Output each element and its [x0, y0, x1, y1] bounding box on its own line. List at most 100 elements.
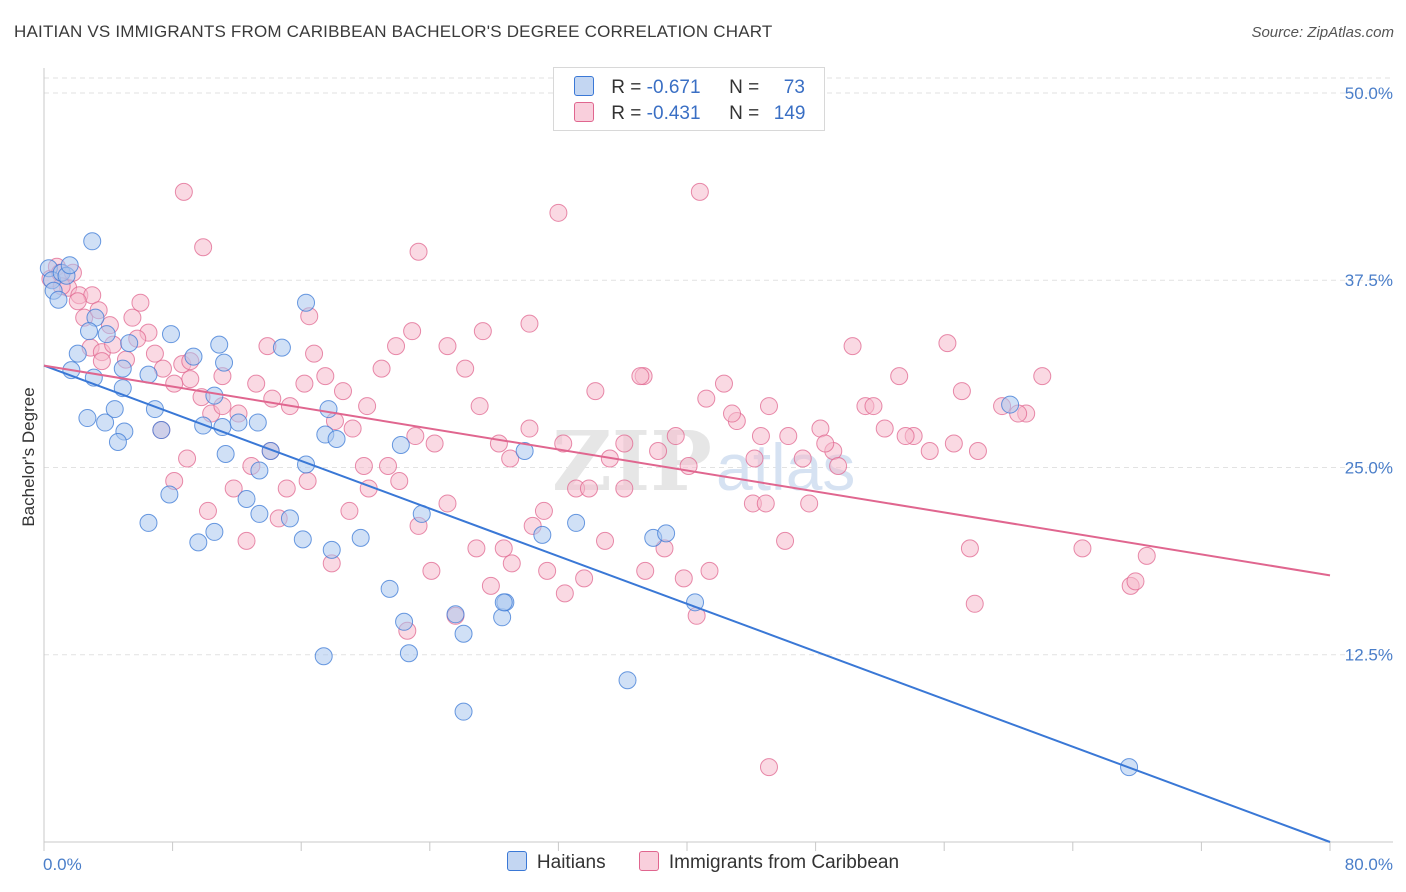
caribbean-point-60	[759, 397, 778, 416]
haitians-point-6	[60, 256, 79, 275]
caribbean-point-11	[131, 293, 150, 312]
haitians-point-63	[657, 524, 676, 543]
caribbean-point-130	[520, 314, 539, 333]
haitians-point-50	[327, 430, 346, 449]
haitians-point-21	[161, 325, 180, 344]
haitians-point-51	[351, 528, 370, 547]
caribbean-point-122	[1126, 572, 1145, 591]
haitians-point-56	[446, 605, 465, 624]
caribbean-point-82	[340, 501, 359, 520]
caribbean-point-38	[406, 427, 425, 446]
legend-label-caribbean: Immigrants from Caribbean	[668, 852, 900, 873]
haitians-legend-swatch	[506, 851, 527, 871]
haitians-swatch	[574, 76, 594, 96]
caribbean-point-126	[174, 182, 193, 201]
haitians-point-12	[97, 325, 116, 344]
r-label: R =	[611, 103, 642, 124]
haitians-point-23	[215, 353, 234, 372]
caribbean-point-61	[779, 427, 798, 446]
caribbean-point-80	[298, 471, 317, 490]
grid-lines	[44, 77, 1393, 656]
haitians-point-26	[184, 347, 203, 366]
caribbean-point-62	[793, 449, 812, 468]
trend-lines	[43, 364, 1331, 843]
caribbean-point-98	[636, 561, 655, 580]
haitians-point-14	[78, 409, 97, 428]
legend-row-haitians: R = -0.671 N = 73	[574, 76, 805, 100]
haitians-point-18	[113, 359, 132, 378]
haitians-point-33	[152, 421, 171, 440]
caribbean-point-57	[714, 374, 733, 393]
caribbean-point-118	[960, 539, 979, 558]
caribbean-point-85	[390, 471, 409, 490]
caribbean-point-70	[938, 334, 957, 353]
caribbean-point-32	[316, 367, 335, 386]
caribbean-point-41	[456, 359, 475, 378]
caribbean-point-114	[800, 494, 819, 513]
haitians-point-49	[319, 400, 338, 419]
caribbean-point-44	[501, 449, 520, 468]
haitians-point-52	[322, 540, 341, 559]
haitians-point-59	[515, 442, 534, 461]
r-label: R =	[611, 77, 642, 98]
caribbean-point-59	[745, 449, 764, 468]
haitians-point-54	[395, 612, 414, 631]
haitians-point-20	[139, 365, 158, 384]
haitians-point-61	[567, 513, 586, 532]
haitians-point-29	[250, 461, 269, 480]
legend-row-caribbean: R = -0.431 N = 149	[574, 102, 805, 126]
caribbean-point-106	[816, 434, 835, 453]
caribbean-point-108	[864, 397, 883, 416]
caribbean-point-100	[674, 569, 693, 588]
haitians-point-13	[120, 334, 139, 353]
caribbean-point-128	[549, 203, 568, 222]
caribbean-point-129	[690, 182, 709, 201]
caribbean-point-39	[425, 434, 444, 453]
y-tick-label-1: 25.0%	[1345, 458, 1393, 477]
trend-line-haitians	[43, 364, 1331, 843]
caribbean-point-42	[470, 397, 489, 416]
caribbean-point-105	[776, 531, 795, 550]
r-value-caribbean: -0.431	[646, 103, 701, 124]
caribbean-point-34	[343, 419, 362, 438]
caribbean-point-131	[473, 322, 492, 341]
x-tick-label-max: 80.0%	[1345, 855, 1393, 874]
caribbean-point-140	[68, 292, 87, 311]
legend-item-haitians[interactable]: Haitians	[506, 851, 606, 874]
caribbean-point-36	[372, 359, 391, 378]
caribbean-point-35	[358, 397, 377, 416]
caribbean-point-121	[1137, 546, 1156, 565]
caribbean-point-111	[944, 434, 963, 453]
caribbean-point-109	[896, 427, 915, 446]
haitians-point-27	[205, 386, 224, 405]
haitians-point-32	[213, 418, 232, 437]
haitians-point-69	[391, 436, 410, 455]
caribbean-point-79	[277, 479, 296, 498]
legend-item-caribbean[interactable]: Immigrants from Caribbean	[638, 851, 900, 874]
y-tick-labels: 12.5% 25.0% 37.5% 50.0%	[1345, 84, 1393, 665]
caribbean-point-93	[538, 561, 557, 580]
caribbean-point-56	[697, 389, 716, 408]
caribbean-point-22	[165, 374, 184, 393]
caribbean-point-10	[123, 308, 142, 327]
caribbean-swatch	[574, 102, 594, 122]
haitians-point-57	[493, 608, 512, 627]
caribbean-point-138	[403, 322, 422, 341]
n-value-haitians: 73	[783, 77, 805, 98]
caribbean-point-115	[751, 427, 770, 446]
caribbean-point-91	[502, 554, 521, 573]
caribbean-point-54	[666, 427, 685, 446]
haitians-point-68	[494, 593, 513, 612]
caribbean-point-112	[952, 382, 971, 401]
caribbean-point-134	[354, 456, 373, 475]
caribbean-point-142	[92, 352, 111, 371]
haitians-point-65	[618, 671, 637, 690]
haitians-point-58	[454, 624, 473, 643]
caribbean-point-137	[631, 367, 650, 386]
haitians-point-64	[686, 593, 705, 612]
haitians-point-70	[314, 647, 333, 666]
caribbean-point-65	[843, 337, 862, 356]
caribbean-point-110	[920, 442, 939, 461]
r-value-haitians: -0.671	[646, 77, 701, 98]
